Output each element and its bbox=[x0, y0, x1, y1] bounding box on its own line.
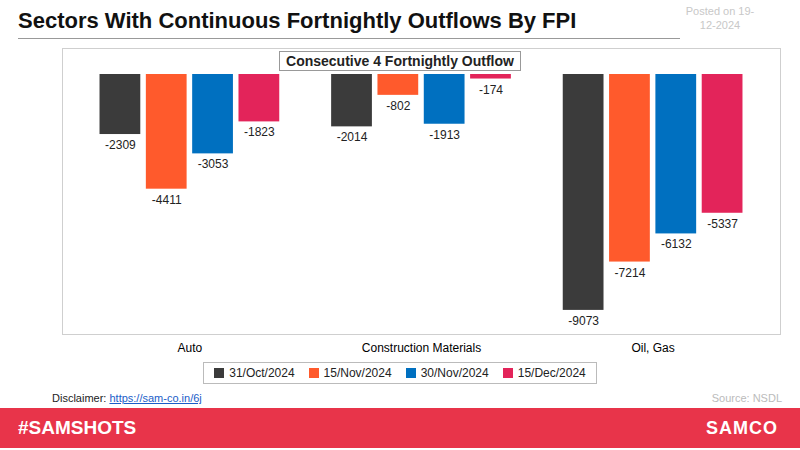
svg-text:-1823: -1823 bbox=[244, 125, 275, 139]
svg-text:-2014: -2014 bbox=[337, 130, 368, 144]
svg-text:-174: -174 bbox=[479, 83, 503, 97]
html-text:30/Nov/2024: 30/Nov/2024 bbox=[420, 366, 489, 380]
html-text:Sectors With Continuous Fortni: Sectors With Continuous Fortnightly Outf… bbox=[18, 8, 577, 33]
svg-text:-1913: -1913 bbox=[429, 128, 460, 142]
html-text:SAMCO: SAMCO bbox=[706, 418, 778, 438]
svg-text:-802: -802 bbox=[386, 99, 410, 113]
html-text:Consecutive 4 Fortnightly Outf: Consecutive 4 Fortnightly Outflow bbox=[286, 53, 514, 69]
html-text:15/Nov/2024: 15/Nov/2024 bbox=[323, 366, 392, 380]
svg-text:Construction Materials: Construction Materials bbox=[362, 341, 481, 355]
svg-text:-4411: -4411 bbox=[152, 193, 182, 207]
html-text:15/Dec/2024: 15/Dec/2024 bbox=[517, 366, 586, 380]
svg-text:-6132: -6132 bbox=[661, 237, 692, 251]
html-text:#SAMSHOTS: #SAMSHOTS bbox=[18, 417, 137, 438]
svg-text:-2309: -2309 bbox=[105, 138, 136, 152]
html-text:Posted on 19-12-2024: Posted on 19-12-2024 bbox=[685, 5, 755, 31]
html-text:Source: NSDL: Source: NSDL bbox=[711, 392, 782, 404]
svg-text:Oil, Gas: Oil, Gas bbox=[631, 341, 674, 355]
svg-text:-9073: -9073 bbox=[568, 314, 599, 328]
html-text:Disclaimer: https://sam-co.in/: Disclaimer: https://sam-co.in/6j bbox=[52, 392, 202, 404]
svg-text:-5337: -5337 bbox=[707, 217, 738, 231]
html-text:31/Oct/2024: 31/Oct/2024 bbox=[229, 366, 295, 380]
svg-text:-7214: -7214 bbox=[615, 266, 646, 280]
svg-text:-3053: -3053 bbox=[198, 157, 229, 171]
svg-text:Auto: Auto bbox=[178, 341, 203, 355]
